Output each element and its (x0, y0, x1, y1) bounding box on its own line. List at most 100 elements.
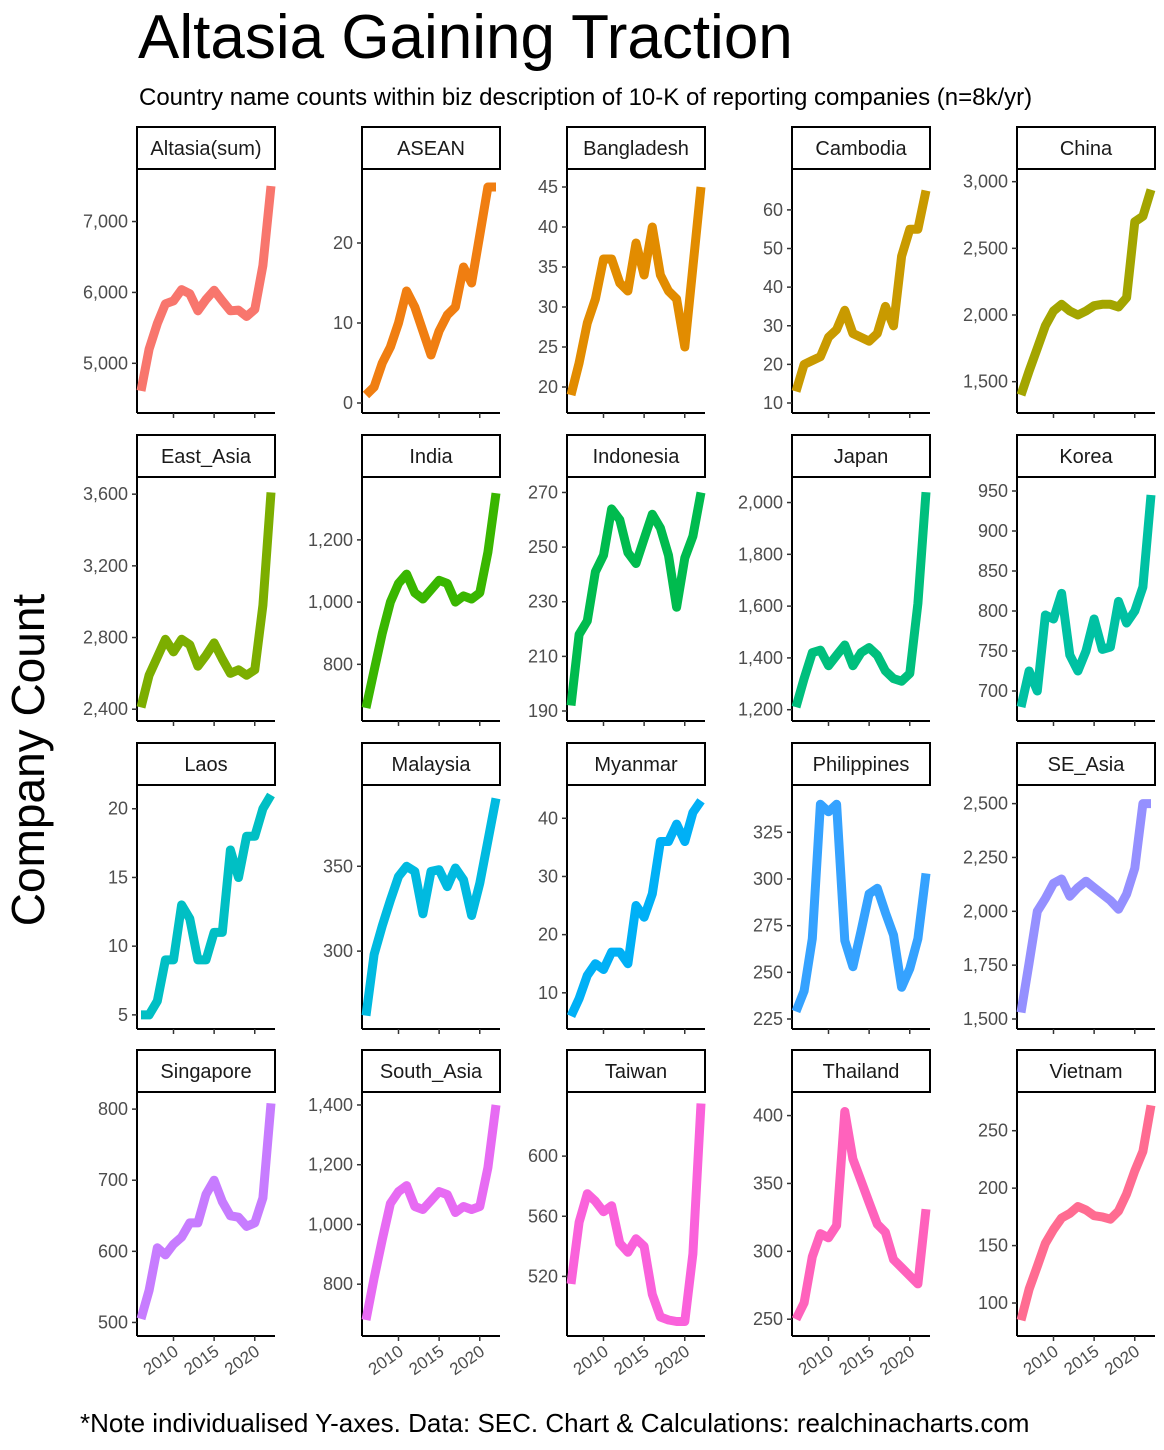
facet-strip-label: Korea (1059, 446, 1113, 468)
y-tick-label: 40 (538, 808, 558, 828)
facet-japan: Japan 1,200 1,400 1,600 1,800 2,000 (738, 434, 931, 726)
y-tick-label: 100 (978, 1293, 1008, 1313)
y-tick-label: 1,800 (738, 544, 783, 564)
y-tick-label: 10 (538, 983, 558, 1003)
facet-strip-label: Indonesia (593, 446, 681, 468)
facet-strip-label: Myanmar (594, 754, 678, 776)
series-line-east-asia (136, 492, 276, 709)
y-tick-label: 200 (978, 1178, 1008, 1198)
facet-strip-label: South_Asia (380, 1061, 483, 1083)
y-tick-label: 190 (528, 701, 558, 721)
x-tick-label: 2010 (570, 1342, 612, 1379)
facet-malaysia: Malaysia 300 350 (323, 742, 501, 1034)
facet-myanmar: Myanmar 10 20 30 40 (538, 742, 706, 1034)
facet-strip-label: Cambodia (815, 138, 907, 160)
y-tick-label: 25 (538, 337, 558, 357)
y-tick-label: 300 (323, 941, 353, 961)
y-tick-label: 30 (538, 866, 558, 886)
y-tick-label: 1,200 (738, 700, 783, 720)
y-tick-label: 275 (753, 916, 783, 936)
y-tick-label: 30 (763, 316, 783, 336)
series-line-taiwan (566, 1103, 706, 1326)
y-tick-label: 210 (528, 646, 558, 666)
y-tick-label: 20 (333, 233, 353, 253)
y-tick-label: 60 (763, 200, 783, 220)
y-tick-label: 250 (528, 537, 558, 557)
x-tick-label: 2015 (406, 1342, 448, 1379)
series-line-cambodia (791, 189, 931, 393)
facet-strip (1016, 1049, 1156, 1093)
y-tick-label: 225 (753, 1009, 783, 1029)
y-tick-label: 250 (753, 1309, 783, 1329)
facet-india: India 800 1,000 1,200 (308, 434, 501, 726)
series-line-philippines (791, 799, 931, 1014)
x-tick-label: 2010 (1020, 1342, 1062, 1379)
facet-strip-label: Malaysia (392, 754, 472, 776)
facet-laos: Laos 5 10 15 20 (108, 742, 276, 1034)
facet-strip (136, 742, 276, 786)
y-tick-label: 300 (753, 1241, 783, 1261)
y-tick-label: 850 (978, 561, 1008, 581)
series-line-india (361, 492, 501, 709)
y-tick-label: 2,400 (83, 699, 128, 719)
facet-strip (566, 1049, 706, 1093)
y-tick-label: 500 (98, 1312, 128, 1332)
y-tick-label: 20 (763, 354, 783, 374)
y-tick-label: 1,400 (308, 1095, 353, 1115)
facet-strip-label: China (1060, 138, 1113, 160)
y-tick-label: 50 (763, 239, 783, 259)
y-tick-label: 0 (343, 393, 353, 413)
facet-strip (136, 1049, 276, 1093)
series-line-asean (362, 182, 496, 399)
facet-strip (1016, 434, 1156, 478)
y-tick-label: 2,500 (963, 794, 1008, 814)
series-line-se-asia (1016, 799, 1151, 1014)
facet-china: China 1,500 2,000 2,500 3,000 (963, 126, 1156, 418)
y-tick-label: 40 (763, 277, 783, 297)
x-tick-label: 2020 (1101, 1342, 1143, 1379)
facet-strip (566, 126, 706, 170)
y-tick-label: 800 (323, 654, 353, 674)
facet-strip (361, 126, 501, 170)
y-tick-label: 20 (538, 377, 558, 397)
y-tick-label: 1,500 (963, 1009, 1008, 1029)
series-line-laos (141, 792, 275, 1020)
facet-cambodia: Cambodia 10 20 30 40 50 60 (763, 126, 931, 418)
series-line-malaysia (361, 797, 501, 1017)
series-line-china (1016, 188, 1156, 397)
y-tick-label: 300 (753, 869, 783, 889)
y-tick-label: 15 (108, 867, 128, 887)
y-tick-label: 2,000 (738, 493, 783, 513)
facet-strip-label: Singapore (160, 1061, 251, 1083)
series-line-indonesia (566, 491, 706, 707)
y-tick-label: 600 (98, 1241, 128, 1261)
facet-strip-label: ASEAN (397, 138, 465, 160)
series-line-vietnam (1016, 1104, 1156, 1322)
facet-strip (1016, 742, 1156, 786)
facet-strip (361, 1049, 501, 1093)
series-line-south-asia (361, 1104, 501, 1321)
y-tick-label: 950 (978, 481, 1008, 501)
y-tick-label: 560 (528, 1206, 558, 1226)
facet-bangladesh: Bangladesh 20 25 30 35 40 45 (538, 126, 706, 418)
y-tick-label: 750 (978, 641, 1008, 661)
facet-strip (791, 126, 931, 170)
y-tick-label: 2,500 (963, 238, 1008, 258)
x-tick-label: 2010 (365, 1342, 407, 1379)
y-tick-label: 150 (978, 1236, 1008, 1256)
y-tick-label: 350 (323, 856, 353, 876)
facet-asean: ASEAN 0 10 20 (333, 126, 501, 418)
y-tick-label: 250 (753, 962, 783, 982)
facet-strip (566, 742, 706, 786)
y-tick-label: 5 (118, 1005, 128, 1025)
facet-strip-label: Taiwan (605, 1061, 667, 1083)
facet-strip (361, 434, 501, 478)
chart-caption: *Note individualised Y-axes. Data: SEC. … (80, 1408, 1030, 1438)
y-tick-label: 700 (98, 1170, 128, 1190)
facet-strip (791, 434, 931, 478)
y-tick-label: 3,200 (83, 556, 128, 576)
